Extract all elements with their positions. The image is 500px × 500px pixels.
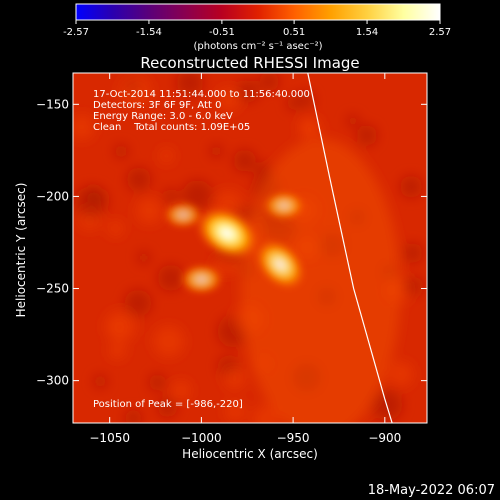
emission-halo <box>240 138 401 423</box>
mottle-spot <box>254 162 272 179</box>
mottle-spot <box>400 175 423 198</box>
mottle-spot <box>157 398 178 418</box>
mottle-spot <box>236 80 259 103</box>
mottle-spot <box>388 361 414 387</box>
secondary-source <box>262 190 306 221</box>
mottle-spot <box>356 125 378 146</box>
mottle-spot <box>135 197 163 225</box>
mottle-spot <box>402 243 423 263</box>
mottle-spot <box>137 251 151 264</box>
mottle-spot <box>404 276 423 296</box>
mottle-spot <box>153 325 185 358</box>
mottle-spot <box>124 289 152 317</box>
mottle-spot <box>126 79 139 93</box>
mottle-spot <box>298 119 314 135</box>
colorbar-unit-label: (photons cm⁻² s⁻¹ asec⁻²) <box>193 41 322 52</box>
x-axis-ticks: −1050 −1000 −950 −900 <box>89 73 401 445</box>
plot-title: Reconstructed RHESSI Image <box>140 54 359 72</box>
mottle-spot <box>259 73 279 92</box>
source-blobs <box>162 190 307 296</box>
colorbar <box>75 3 441 21</box>
secondary-source <box>254 238 307 291</box>
mottle-spot <box>251 405 281 423</box>
secondary-source <box>178 263 225 296</box>
mottle-spot <box>223 367 246 390</box>
mottle-spot <box>157 264 184 291</box>
image-area <box>73 73 427 423</box>
mottle-spot <box>227 259 242 274</box>
x-tick-label: −950 <box>277 431 310 445</box>
mottle-spot <box>114 144 129 159</box>
mottle-spot <box>73 114 95 141</box>
colorbar-tick-label: -2.57 <box>63 27 89 38</box>
mottle-spot <box>210 144 223 158</box>
colorbar-tick-label: 2.57 <box>429 27 451 38</box>
info-line-counts: Clean Total counts: 1.09E+05 <box>93 122 250 133</box>
solar-limb-curve <box>307 73 393 423</box>
mottle-spot <box>163 188 179 205</box>
footer-date: 18-May-2022 06:07 <box>368 483 495 498</box>
colorbar-tick-label: 1.54 <box>356 27 378 38</box>
mottle-spot <box>346 114 359 127</box>
secondary-source <box>162 200 204 230</box>
y-axis-label: Heliocentric Y (arcsec) <box>14 183 28 318</box>
mottle-spot <box>149 374 166 391</box>
colorbar-ticks: -2.57 -1.54 -0.51 0.51 1.54 2.57 <box>63 20 451 38</box>
mottle-spot <box>104 310 137 343</box>
mottle-spot <box>233 149 256 172</box>
mottle-spot <box>107 220 124 237</box>
mottle-spot <box>176 73 204 97</box>
mottle-spot <box>225 401 246 422</box>
info-text: 17-Oct-2014 11:51:44.000 to 11:56:40.000… <box>93 89 310 133</box>
y-axis-ticks: −150 −200 −250 −300 <box>36 97 427 388</box>
x-axis-label: Heliocentric X (arcsec) <box>182 447 318 461</box>
info-line-detectors: Detectors: 3F 6F 9F, Att 0 <box>93 100 221 111</box>
colorbar-tick-label: -1.54 <box>136 27 162 38</box>
peak-source <box>194 206 260 261</box>
peak-position-label: Position of Peak = [-986,-220] <box>93 399 243 410</box>
colorbar-tick-label: 0.51 <box>283 27 305 38</box>
x-tick-label: −1050 <box>89 431 130 445</box>
mottle-spot <box>126 167 151 192</box>
mottle-spot <box>124 409 142 423</box>
mottle-spot <box>171 380 192 401</box>
mottle-spot <box>297 91 315 109</box>
y-tick-label: −250 <box>36 282 69 296</box>
mottle-spot <box>159 148 174 164</box>
mottle-spot <box>286 96 301 111</box>
y-tick-label: −200 <box>36 189 69 203</box>
info-line-time: 17-Oct-2014 11:51:44.000 to 11:56:40.000 <box>93 89 310 100</box>
y-tick-label: −300 <box>36 374 69 388</box>
info-line-energy: Energy Range: 3.0 - 6.0 keV <box>93 111 233 122</box>
plot-frame <box>72 72 428 424</box>
colorbar-tick-label: -0.51 <box>209 27 235 38</box>
mottle-spot <box>75 186 108 219</box>
x-tick-label: −1000 <box>181 431 222 445</box>
y-tick-label: −150 <box>36 97 69 111</box>
mottle-spot <box>93 374 107 389</box>
x-tick-label: −900 <box>368 431 401 445</box>
mottle-spot <box>217 87 241 111</box>
mottle-spot <box>108 341 126 360</box>
